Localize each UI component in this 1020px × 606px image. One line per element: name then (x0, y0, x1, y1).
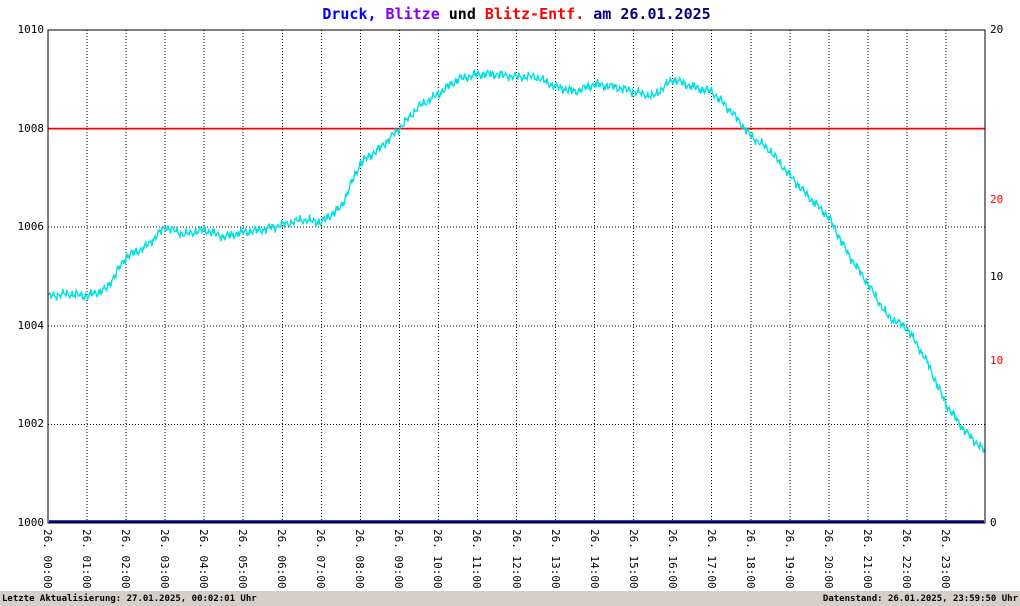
y-axis-label-left: 1004 (17, 318, 45, 332)
y-axis-label-left: 1002 (17, 417, 45, 431)
x-axis-label: 26. 14:00 (587, 529, 601, 589)
x-axis-label: 26. 03:00 (158, 529, 172, 589)
y-axis-label-right-black: 0 (990, 516, 997, 529)
x-axis-label: 26. 02:00 (119, 529, 133, 589)
x-axis-label: 26. 05:00 (236, 529, 250, 589)
x-axis-label: 26. 10:00 (431, 529, 445, 589)
y-axis-label-left: 1006 (17, 220, 45, 234)
y-axis-label-left: 1008 (17, 121, 45, 135)
pressure-series-line (47, 68, 986, 453)
x-axis-label: 26. 12:00 (509, 529, 523, 589)
x-axis-label: 26. 06:00 (275, 529, 289, 589)
last-update-text: Letzte Aktualisierung: 27.01.2025, 00:02… (2, 594, 257, 604)
y-axis-label-right-red: 10 (990, 354, 1004, 368)
x-axis-label: 26. 04:00 (197, 529, 211, 589)
y-axis-label-right-black: 20 (990, 23, 1004, 36)
x-axis-label: 26. 00:00 (41, 529, 54, 589)
title-druck: Druck, (322, 5, 377, 23)
x-axis-label: 26. 22:00 (899, 529, 913, 589)
x-axis-label: 26. 09:00 (392, 529, 406, 589)
x-axis-label: 26. 08:00 (353, 529, 367, 589)
y-axis-label-left: 1010 (17, 23, 45, 36)
x-axis-label: 26. 23:00 (938, 529, 952, 589)
x-axis-label: 26. 18:00 (743, 529, 757, 589)
title-blitz-entf: Blitz-Entf. (484, 5, 585, 23)
x-axis-label: 26. 17:00 (704, 529, 718, 589)
title-blitze: Blitze (385, 5, 440, 23)
chart-title: Druck, Blitze und Blitz-Entf. am 26.01.2… (48, 5, 985, 23)
x-axis-label: 26. 01:00 (80, 529, 94, 589)
x-axis-label: 26. 16:00 (665, 529, 679, 589)
x-axis-label: 26. 15:00 (626, 529, 640, 589)
y-axis-label-right-red: 20 (990, 192, 1004, 206)
x-axis-label: 26. 20:00 (821, 529, 835, 589)
status-bar: Letzte Aktualisierung: 27.01.2025, 00:02… (0, 591, 1020, 606)
y-axis-label-left: 1000 (17, 516, 45, 529)
title-date: am 26.01.2025 (593, 5, 711, 23)
x-axis-label: 26. 13:00 (548, 529, 562, 589)
x-axis-label: 26. 19:00 (782, 529, 796, 589)
plot-border (47, 29, 986, 524)
y-axis-label-right-black: 10 (990, 269, 1004, 283)
x-axis-label: 26. 07:00 (314, 529, 328, 589)
title-und: und (448, 5, 476, 23)
x-axis-label: 26. 11:00 (470, 529, 484, 589)
data-state-text: Datenstand: 26.01.2025, 23:59:50 Uhr (822, 594, 1018, 604)
x-axis-label: 26. 21:00 (860, 529, 874, 589)
